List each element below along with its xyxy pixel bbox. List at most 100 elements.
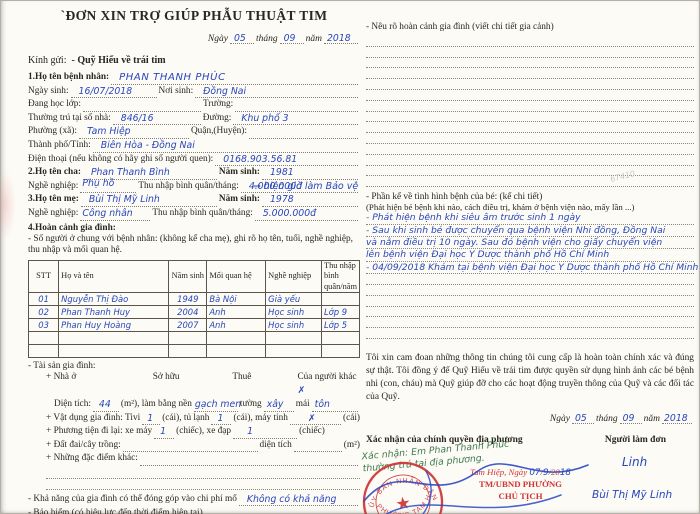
sign-date-month-field: 09	[619, 411, 642, 424]
school-field	[235, 99, 358, 112]
dotted-line	[366, 307, 694, 318]
pledge-paragraph: Tôi xin cam đoan những thông tin chúng t…	[366, 352, 694, 402]
table-cell	[206, 344, 267, 359]
family-section-heading: 4.Hoàn cảnh gia đình:	[28, 222, 116, 233]
table-cell	[58, 344, 170, 359]
family-table-header: Thu nhập bình quân/năm	[320, 259, 361, 294]
father-name-field: Phan Thanh Bình	[82, 167, 217, 180]
family-table-header: Nghề nghiệp	[265, 259, 322, 294]
patient-address-line: Thường trú tại số nhà: 846/16 Đường: Khu…	[28, 112, 360, 126]
house-other-checkmark: ✗	[297, 385, 306, 397]
table-cell: 2007	[168, 318, 208, 333]
table-row	[27, 344, 361, 359]
table-cell: 2004	[168, 305, 208, 320]
other-features-line: + Những đặc điểm khác:	[28, 452, 360, 466]
sign-date-month-label: tháng	[595, 413, 618, 424]
city-field: Biên Hòa - Đồng Nai	[92, 140, 358, 153]
table-cell: Anh	[206, 305, 267, 320]
area-label: Diện tích:	[54, 399, 91, 410]
table-cell: Học sinh	[265, 305, 322, 320]
ward-label: Phường (xã):	[28, 126, 77, 137]
applicant-heading: Người làm đơn	[604, 434, 666, 445]
land-line: + Đất đai/cây trồng: diện tích (m²)	[28, 439, 360, 453]
disease-extra-dotted-lines	[366, 274, 694, 339]
seal-star-icon: ★	[394, 493, 412, 514]
family-table-header: STT	[27, 259, 60, 294]
signature-headers: Xác nhận của chính quyền địa phương Ngườ…	[366, 435, 694, 445]
sign-date-year-field: 2018	[662, 411, 692, 424]
mother-income-field: 5.000.000đ	[254, 208, 358, 221]
family-table-header: Năm sinh	[168, 259, 208, 294]
appliances-line: + Vật dụng gia đình: Tivi 1 (cái), tủ lạ…	[28, 412, 360, 426]
applicant-name: Bùi Thị Mỹ Linh	[592, 488, 673, 501]
father-income-label: Thu nhập bình quân/tháng:	[138, 180, 239, 191]
table-cell: Bà Nội	[206, 292, 267, 307]
dotted-line	[46, 468, 360, 479]
table-cell: 1949	[168, 292, 208, 307]
sign-date-day-field: 05	[571, 411, 594, 424]
circumstances-heading: - Nêu rõ hoàn cảnh gia đình (viết chi ti…	[366, 22, 554, 32]
house-no-label: Thường trú tại số nhà:	[28, 112, 111, 123]
dotted-line	[366, 274, 694, 285]
father-income-field: 4.000.000đ ⇒ hiện giờ làm Bảo vệ	[240, 180, 358, 194]
dotted-line	[366, 101, 694, 112]
land-unit-label: (m²)	[343, 439, 360, 450]
disease-subheading: (Phát hiện bé bệnh khi nào, cách điều tr…	[366, 202, 635, 213]
sign-date-day-label: Ngày	[549, 413, 570, 424]
mother-label: 3.Họ tên mẹ:	[28, 194, 79, 205]
family-table: STT Họ và tên Năm sinh Mối quan hệ Nghề nghi…	[27, 259, 361, 359]
ward-field: Tam Hiệp	[78, 126, 189, 139]
grade-label: Đang học lớp:	[28, 99, 81, 110]
table-row: 03 Phan Huy Hoàng 2007 Anh Học sinh Lớp 5	[27, 318, 361, 333]
house-own-option: Sở hữu	[152, 372, 180, 383]
handwritten-line: - 04/09/2018 Khám tại bệnh viện Đại học …	[366, 261, 699, 275]
table-cell: Phan Thanh Huy	[58, 305, 170, 320]
father-birth-label: Năm sinh:	[218, 167, 260, 178]
official-seal: ỦY BAN NHÂN DÂN PHƯỜNG TAM HIỆP ★	[354, 453, 444, 514]
house-area-line: Diện tích: 44 (m²), làm bằng nền gạch me…	[28, 398, 360, 412]
bicycle-count-field: 1	[233, 426, 298, 439]
computer-label: (cái), máy tính	[233, 412, 288, 423]
land-label: + Đất đai/cây trồng:	[46, 439, 121, 450]
authority-heading: Xác nhận của chính quyền địa phương	[366, 434, 523, 445]
table-cell	[265, 331, 322, 346]
dob-label: Ngày sinh:	[28, 85, 69, 96]
table-cell: Anh	[206, 318, 267, 333]
dotted-line	[366, 317, 694, 329]
handwritten-line: lên bệnh viện Đại học Y Dược thành phố H…	[366, 249, 694, 262]
phone-field: 0168.903.56.81	[215, 153, 358, 167]
pob-field: Đồng Nai	[195, 85, 358, 99]
fridge-count-field: 1	[211, 412, 232, 426]
house-label: + Nhà ở	[46, 372, 77, 383]
contribution-label: - Khả năng của gia đình có thể đóng góp …	[28, 493, 237, 504]
table-cell: Học sinh	[265, 318, 322, 333]
father-birth-field: 1981	[262, 167, 358, 180]
father-job-line: Nghề nghiệp: Phụ hồ Thu nhập bình quân/t…	[28, 178, 360, 194]
table-row: 01 Nguyễn Thị Đào 1949 Bà Nội Già yếu	[27, 292, 361, 307]
dotted-line	[46, 479, 360, 490]
dotted-line	[366, 68, 694, 80]
form-date-line: Ngày 05 tháng 09 năm 2018	[28, 31, 360, 44]
date-year-field: 2018	[324, 31, 358, 44]
father-job-field: Phụ hồ	[80, 178, 137, 194]
date-year-label: năm	[305, 34, 322, 44]
dotted-line	[366, 144, 694, 155]
contribution-field: Không có khả năng	[238, 493, 358, 507]
dotted-line	[366, 296, 694, 307]
family-table-body: 01 Nguyễn Thị Đào 1949 Bà Nội Già yếu 02 Phan …	[27, 292, 361, 359]
applicant-signature: Linh	[622, 454, 648, 469]
handwritten-line: - Phát hiện bệnh khi siêu âm trước sinh …	[366, 212, 694, 225]
form-title: `ĐƠN XIN TRỢ GIÚP PHẪU THUẬT TIM	[60, 8, 328, 23]
patient-name-field: PHAN THANH PHÚC	[111, 72, 358, 85]
patient-phone-line: Điện thoại (nếu không có hãy ghi số ngườ…	[28, 153, 360, 167]
district-label: Quận,(Huyện):	[190, 126, 247, 137]
date-month-field: 09	[279, 31, 304, 44]
pob-label: Nơi sinh:	[158, 85, 194, 96]
dotted-line	[366, 58, 694, 69]
dob-field: 16/07/2018	[70, 85, 157, 99]
table-cell	[320, 344, 361, 359]
fridge-label: (cái), tủ lạnh	[162, 412, 210, 423]
area-unit-label: (m²), làm bằng nền	[120, 399, 192, 410]
house-other-option: Của người khác ✗	[297, 372, 357, 397]
roof-material-field: tôn	[311, 399, 358, 412]
